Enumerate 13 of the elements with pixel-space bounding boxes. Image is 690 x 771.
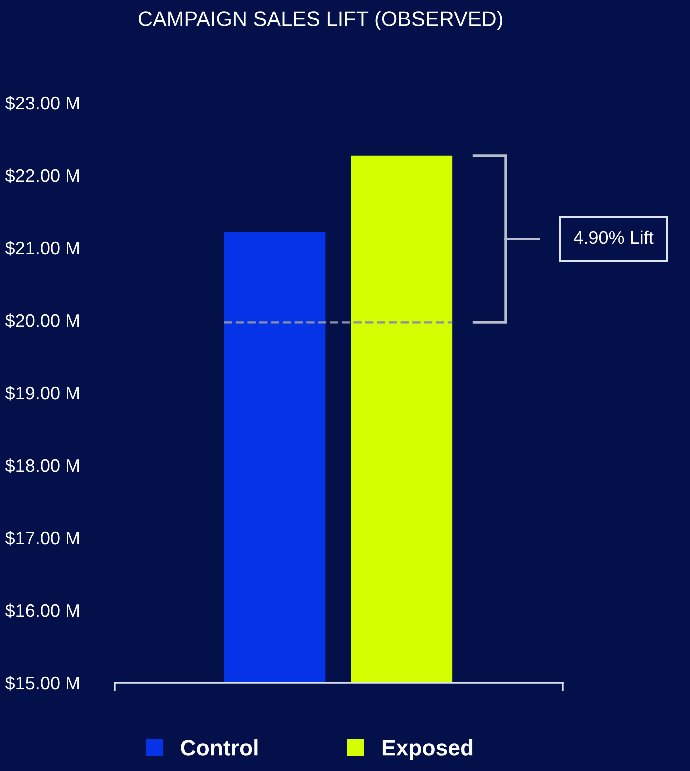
- y-tick-label: $19.00 M: [5, 386, 80, 401]
- y-tick-label: $17.00 M: [5, 531, 80, 546]
- y-tick-label: $18.00 M: [5, 458, 80, 474]
- y-tick-label: $21.00 M: [5, 241, 80, 256]
- y-tick-label: $22.00 M: [5, 168, 80, 184]
- chart-title: CAMPAIGN SALES LIFT (OBSERVED): [138, 11, 502, 31]
- text: 4.90% Lift: [574, 230, 654, 244]
- y-tick-label: $23.00 M: [5, 96, 80, 111]
- legend-label: Exposed: [382, 740, 473, 760]
- legend-label: Control: [181, 740, 258, 756]
- y-tick-label: $20.00 M: [5, 314, 80, 328]
- y-tick-label: $16.00 M: [5, 604, 80, 618]
- y-tick-label: $15.00 M: [5, 676, 80, 691]
